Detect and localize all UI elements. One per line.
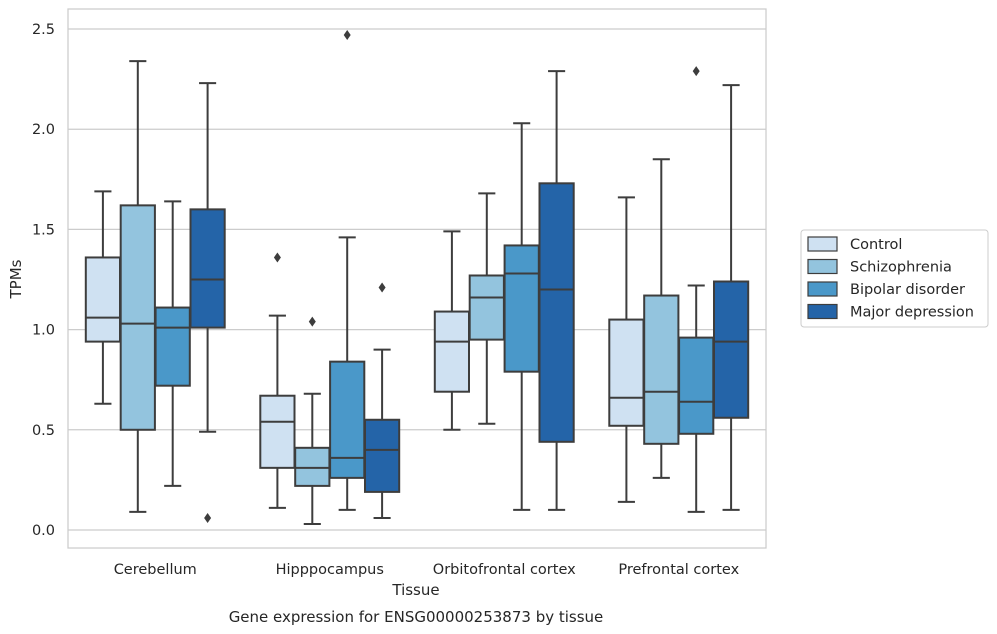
outlier-point — [308, 316, 316, 327]
box-iqr — [433, 310, 471, 393]
y-tick-label: 2.5 — [32, 22, 55, 38]
box-schizophrenia — [643, 158, 680, 479]
box-iqr — [119, 204, 156, 431]
box-major-depression — [538, 70, 575, 511]
y-tick-labels: 0.0 0.5 1.0 1.5 2.0 2.5 — [32, 22, 55, 539]
box-iqr — [503, 244, 540, 373]
box-iqr — [712, 280, 750, 419]
box-major-depression — [712, 84, 750, 511]
y-tick-label: 1.0 — [32, 323, 55, 339]
box-control — [608, 196, 645, 503]
legend-swatch — [807, 258, 838, 275]
x-axis-label: Tissue — [391, 581, 439, 599]
outlier-point — [204, 512, 212, 523]
box-iqr — [608, 318, 645, 427]
box-iqr — [538, 182, 575, 443]
box-control — [84, 190, 122, 405]
legend-swatch — [807, 281, 838, 297]
box-bipolar-disorder — [678, 66, 715, 513]
x-tick-label: Hipppocampus — [276, 562, 384, 578]
box-bipolar-disorder — [329, 30, 366, 511]
x-tick-label: Cerebellum — [114, 562, 197, 578]
outlier-point — [273, 252, 281, 263]
box-control — [259, 252, 296, 509]
outlier-point — [343, 30, 351, 41]
legend-label: Schizophrenia — [850, 260, 952, 276]
box-major-depression — [189, 82, 226, 523]
box-major-depression — [363, 282, 401, 519]
box-bipolar-disorder — [154, 200, 191, 487]
box-iqr — [294, 446, 331, 487]
box-schizophrenia — [119, 60, 156, 513]
legend: Control Schizophrenia Bipolar disorder Majo… — [800, 229, 989, 328]
box-iqr — [259, 394, 296, 469]
legend-swatch — [807, 303, 838, 320]
y-tick-label: 0.0 — [32, 523, 55, 539]
box-iqr — [329, 360, 366, 479]
box-iqr — [84, 256, 122, 343]
outlier-point — [378, 282, 386, 293]
outlier-point — [692, 66, 700, 77]
box-schizophrenia — [294, 316, 331, 525]
y-tick-label: 2.0 — [32, 122, 55, 138]
x-tick-labels: Cerebellum Hipppocampus Orbitofrontal cort… — [114, 562, 740, 578]
box-plots — [84, 30, 750, 525]
legend-frame — [800, 229, 989, 328]
legend-swatch — [807, 236, 838, 252]
legend-label: Control — [850, 237, 902, 253]
x-tick-label: Orbitofrontal cortex — [433, 562, 576, 578]
box-iqr — [154, 306, 191, 387]
chart-caption: Gene expression for ENSG00000253873 by t… — [229, 608, 604, 626]
y-tick-label: 1.5 — [32, 222, 55, 238]
y-axis-label: TPMs — [7, 259, 25, 299]
y-tick-label: 0.5 — [32, 423, 55, 439]
box-iqr — [468, 274, 505, 341]
legend-label: Major depression — [850, 305, 974, 321]
box-control — [433, 230, 471, 431]
box-iqr — [363, 418, 401, 493]
box-bipolar-disorder — [503, 122, 540, 511]
legend-label: Bipolar disorder — [850, 282, 965, 298]
box-schizophrenia — [468, 192, 505, 425]
plot-frame — [67, 8, 767, 549]
box-iqr — [643, 294, 680, 445]
x-tick-label: Prefrontal cortex — [618, 562, 739, 578]
box-iqr — [189, 208, 226, 329]
box-iqr — [678, 336, 715, 435]
